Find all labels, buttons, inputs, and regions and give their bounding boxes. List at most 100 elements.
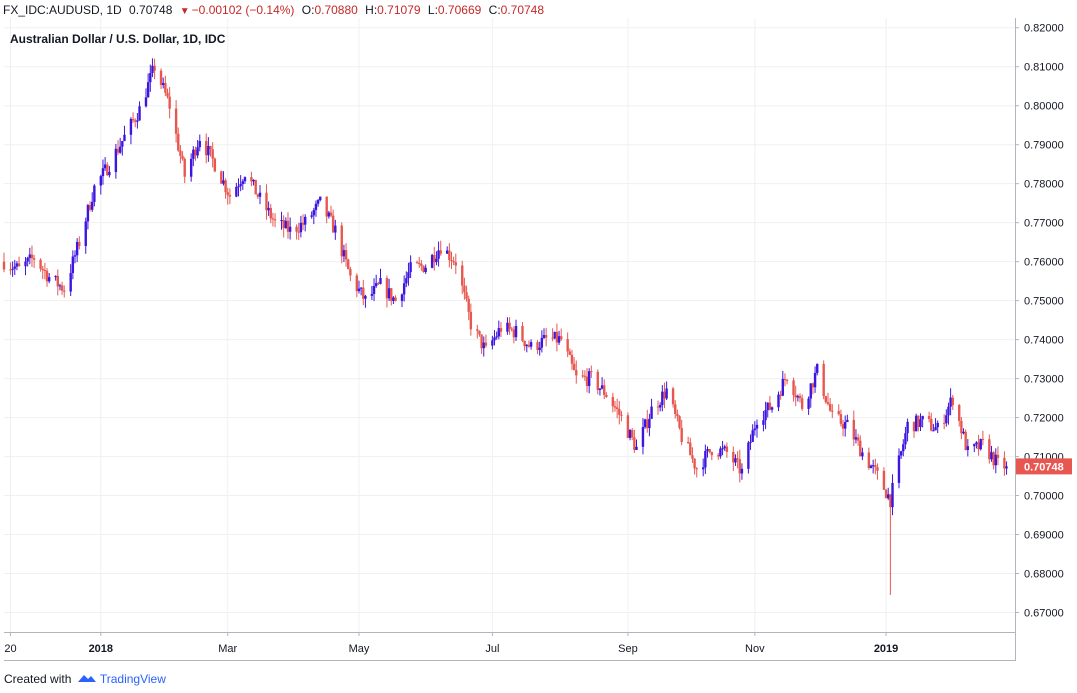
- candle-body: [839, 414, 843, 424]
- candle-body: [63, 290, 66, 292]
- x-tick-label: Jul: [485, 643, 499, 655]
- candle-body: [919, 419, 922, 428]
- candle-body: [981, 438, 985, 440]
- candle-body: [572, 363, 576, 371]
- candle-body: [420, 263, 423, 266]
- candle-body: [194, 149, 197, 156]
- footer: Created with TradingView: [4, 672, 166, 686]
- tradingview-brand[interactable]: TradingView: [99, 672, 166, 686]
- candle-body: [153, 65, 156, 71]
- candle-body: [876, 467, 879, 471]
- time-axis[interactable]: 20 2018 Mar May Jul Sep Nov 2019: [4, 632, 898, 655]
- candle-body: [241, 181, 245, 185]
- candle-body: [871, 465, 875, 467]
- candle-body: [54, 275, 57, 278]
- candle-body: [409, 262, 412, 273]
- y-tick-label: 0.82000: [1024, 23, 1064, 35]
- candle-body: [209, 146, 212, 150]
- candle-body: [88, 205, 92, 210]
- candle-body: [702, 467, 705, 470]
- candle-body: [996, 454, 1000, 458]
- candle-body: [390, 288, 393, 301]
- candle-body: [106, 164, 109, 176]
- candle-body: [704, 451, 707, 468]
- y-tick-label: 0.68000: [1024, 569, 1064, 581]
- candle-body: [544, 335, 548, 338]
- candle-body: [945, 415, 948, 424]
- candle-body: [224, 180, 227, 193]
- candle-body: [319, 196, 322, 201]
- x-tick-label: May: [349, 643, 370, 655]
- candle-body: [377, 283, 380, 285]
- y-tick-label: 0.81000: [1024, 62, 1064, 74]
- candle-body: [387, 288, 391, 299]
- symbol-header: FX_IDC:AUDUSD, 1D 0.70748 ▼ −0.00102 (−0.…: [3, 2, 548, 20]
- candle-body: [949, 397, 952, 407]
- candle-body: [721, 448, 724, 450]
- candle-body: [11, 268, 14, 270]
- candle-body: [24, 261, 27, 267]
- price-axis[interactable]: 0.82000 0.81000 0.80000 0.79000 0.78000 0.770…: [1015, 23, 1064, 620]
- candle-body: [695, 468, 698, 470]
- candle-body: [121, 140, 124, 147]
- candle-body: [930, 419, 933, 431]
- candle-body: [566, 339, 569, 352]
- candle-body: [555, 331, 559, 343]
- y-tick-label: 0.77000: [1024, 218, 1064, 230]
- candle-body: [78, 241, 81, 247]
- candle-body: [766, 402, 769, 411]
- candle-body: [581, 375, 584, 377]
- candle-body: [575, 370, 578, 376]
- low-value: 0.70669: [437, 3, 482, 17]
- footer-divider: [4, 660, 1016, 661]
- candle-body: [927, 416, 931, 420]
- candle-body: [867, 452, 871, 469]
- candle-body: [342, 250, 346, 257]
- candle-body: [469, 311, 473, 330]
- candle-body: [222, 180, 225, 184]
- candle-body: [710, 452, 714, 456]
- y-tick-label: 0.70000: [1024, 491, 1064, 503]
- tradingview-logo-icon[interactable]: [77, 672, 97, 684]
- candle-body: [433, 255, 436, 263]
- candle-body: [491, 340, 494, 346]
- candle-body: [138, 106, 141, 121]
- plot-border-bottom: [4, 632, 1016, 633]
- candle-body: [379, 278, 382, 284]
- candle-body: [254, 179, 257, 195]
- candle-body: [658, 405, 662, 408]
- candle-body: [177, 133, 180, 151]
- candle-body: [560, 336, 563, 340]
- candle-body: [73, 255, 77, 257]
- open-value: 0.70880: [314, 3, 358, 17]
- candle-body: [252, 179, 255, 182]
- candle-body: [680, 427, 683, 443]
- candle-body: [521, 325, 524, 341]
- candle-body: [843, 422, 847, 429]
- y-tick-label: 0.76000: [1024, 257, 1064, 269]
- candle-body: [796, 396, 800, 398]
- x-tick-label: 2018: [89, 643, 113, 655]
- candle-body: [770, 407, 774, 410]
- candle-body: [783, 378, 787, 381]
- candle-body: [347, 259, 350, 270]
- candle-body: [626, 415, 630, 438]
- candle-body: [671, 388, 675, 405]
- candle-body: [118, 146, 122, 153]
- candle-body: [811, 383, 815, 388]
- candle-body: [942, 422, 946, 424]
- symbol-label[interactable]: FX_IDC:AUDUSD, 1D: [3, 3, 122, 17]
- candle-body: [570, 354, 574, 364]
- candle-body: [136, 120, 139, 122]
- candle-body: [809, 383, 812, 399]
- candle-body: [108, 171, 111, 176]
- candle-body: [299, 222, 303, 233]
- y-tick-label: 0.72000: [1024, 413, 1064, 425]
- candle-body: [288, 226, 292, 232]
- candle-body: [28, 254, 32, 258]
- candle-body: [334, 225, 337, 233]
- candle-body: [174, 108, 178, 134]
- candle-body: [831, 410, 834, 412]
- candle-body: [615, 407, 619, 409]
